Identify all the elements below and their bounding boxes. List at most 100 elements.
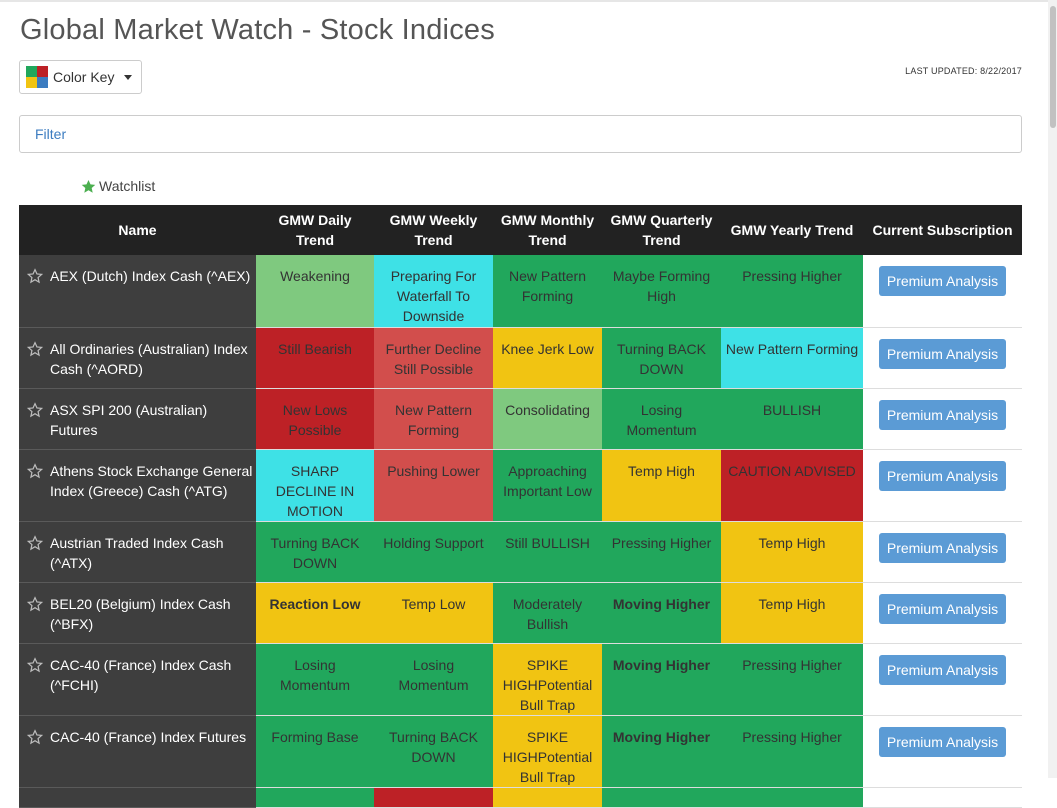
subscription-cell: Premium Analysis xyxy=(863,643,1022,716)
watchlist-toggle[interactable]: Watchlist xyxy=(81,178,155,194)
index-name-cell: ASX SPI 200 (Australian) Futures xyxy=(19,388,256,450)
premium-analysis-button[interactable]: Premium Analysis xyxy=(878,726,1007,757)
index-name-cell: CAC-40 (France) Index Cash (^FCHI) xyxy=(19,643,256,716)
page-title: Global Market Watch - Stock Indices xyxy=(20,14,495,46)
trend-cell: Temp High xyxy=(602,449,721,522)
trend-cell: Temp High xyxy=(721,521,863,583)
trend-cell: Moving Higher xyxy=(602,582,721,644)
color-key-icon xyxy=(26,66,48,88)
premium-analysis-button[interactable]: Premium Analysis xyxy=(878,460,1007,491)
premium-analysis-button[interactable]: Premium Analysis xyxy=(878,654,1007,685)
index-name-cell: BEL20 (Belgium) Index Cash (^BFX) xyxy=(19,582,256,644)
trend-cell: Pressing Higher xyxy=(721,255,863,328)
scrollbar-thumb[interactable] xyxy=(1050,6,1056,128)
trend-cell: Losing Momentum xyxy=(374,643,493,716)
star-outline-icon[interactable] xyxy=(27,728,43,745)
filter-input[interactable] xyxy=(19,115,1022,153)
star-outline-icon[interactable] xyxy=(27,534,43,551)
indices-table: Name GMW Daily Trend GMW Weekly Trend GM… xyxy=(19,205,1022,808)
subscription-cell: Premium Analysis xyxy=(863,388,1022,450)
trend-cell: Consolidating xyxy=(493,388,602,450)
star-filled-icon xyxy=(81,179,96,193)
trend-cell xyxy=(721,787,863,808)
star-outline-icon[interactable] xyxy=(27,595,43,612)
index-name-cell: Athens Stock Exchange General Index (Gre… xyxy=(19,449,256,522)
star-outline-icon[interactable] xyxy=(27,401,43,418)
index-name-wrap: AEX (Dutch) Index Cash (^AEX) xyxy=(27,266,253,286)
trend-cell: Moving Higher xyxy=(602,643,721,716)
table-row xyxy=(19,787,1022,808)
index-name-wrap: CAC-40 (France) Index Cash (^FCHI) xyxy=(27,655,253,695)
index-name-cell: CAC-40 (France) Index Futures xyxy=(19,715,256,788)
table-row: All Ordinaries (Australian) Index Cash (… xyxy=(19,327,1022,389)
trend-cell: Reaction Low xyxy=(256,582,374,644)
premium-analysis-button[interactable]: Premium Analysis xyxy=(878,532,1007,563)
column-header[interactable]: GMW Yearly Trend xyxy=(721,205,863,255)
trend-cell: Turning BACK DOWN xyxy=(602,327,721,389)
trend-cell: SPIKE HIGHPotential Bull Trap xyxy=(493,643,602,716)
last-updated: LAST UPDATED: 8/22/2017 xyxy=(905,66,1022,76)
star-outline-icon[interactable] xyxy=(27,462,43,479)
trend-cell: Turning BACK DOWN xyxy=(374,715,493,788)
index-name: CAC-40 (France) Index Cash (^FCHI) xyxy=(50,656,232,693)
subscription-cell: Premium Analysis xyxy=(863,255,1022,328)
column-header[interactable]: Name xyxy=(19,205,256,255)
premium-analysis-button[interactable]: Premium Analysis xyxy=(878,593,1007,624)
scrollbar[interactable] xyxy=(1048,0,1057,778)
trend-cell: Losing Momentum xyxy=(602,388,721,450)
column-header[interactable]: Current Subscription xyxy=(863,205,1022,255)
subscription-cell: Premium Analysis xyxy=(863,327,1022,389)
index-name-wrap: CAC-40 (France) Index Futures xyxy=(27,727,253,747)
trend-cell: SPIKE HIGHPotential Bull Trap xyxy=(493,715,602,788)
trend-cell: New Pattern Forming xyxy=(374,388,493,450)
table-row: CAC-40 (France) Index Futures Forming Bas… xyxy=(19,715,1022,788)
caret-down-icon xyxy=(124,74,133,80)
star-outline-icon[interactable] xyxy=(27,656,43,673)
trend-cell: New Pattern Forming xyxy=(493,255,602,328)
index-name: Athens Stock Exchange General Index (Gre… xyxy=(50,462,253,499)
trend-cell xyxy=(602,787,721,808)
subscription-cell: Premium Analysis xyxy=(863,715,1022,788)
subscription-cell: Premium Analysis xyxy=(863,582,1022,644)
table-row: AEX (Dutch) Index Cash (^AEX) Weakening Pr… xyxy=(19,255,1022,328)
column-header[interactable]: GMW Weekly Trend xyxy=(374,205,493,255)
table-row: ASX SPI 200 (Australian) Futures New Lows… xyxy=(19,388,1022,450)
premium-analysis-button[interactable]: Premium Analysis xyxy=(878,266,1007,296)
trend-cell: Still BULLISH xyxy=(493,521,602,583)
premium-analysis-button[interactable]: Premium Analysis xyxy=(878,338,1007,369)
trend-cell: Pushing Lower xyxy=(374,449,493,522)
index-name: CAC-40 (France) Index Futures xyxy=(50,728,247,745)
table-row: BEL20 (Belgium) Index Cash (^BFX) Reactio… xyxy=(19,582,1022,644)
subscription-cell xyxy=(863,787,1022,808)
trend-cell: Preparing For Waterfall To Downside xyxy=(374,255,493,328)
subscription-cell: Premium Analysis xyxy=(863,521,1022,583)
trend-cell: Temp High xyxy=(721,582,863,644)
index-name-cell xyxy=(19,787,256,808)
subscription-cell: Premium Analysis xyxy=(863,449,1022,522)
star-outline-icon[interactable] xyxy=(27,340,43,357)
index-name-wrap: All Ordinaries (Australian) Index Cash (… xyxy=(27,339,253,379)
trend-cell: CAUTION ADVISED xyxy=(721,449,863,522)
trend-cell: Weakening xyxy=(256,255,374,328)
watchlist-label: Watchlist xyxy=(99,178,156,194)
trend-cell: Further Decline Still Possible xyxy=(374,327,493,389)
index-name: BEL20 (Belgium) Index Cash (^BFX) xyxy=(50,595,231,632)
trend-cell: Still Bearish xyxy=(256,327,374,389)
index-name-cell: All Ordinaries (Australian) Index Cash (… xyxy=(19,327,256,389)
column-header[interactable]: GMW Daily Trend xyxy=(256,205,374,255)
trend-cell: Maybe Forming High xyxy=(602,255,721,328)
trend-cell: Moving Higher xyxy=(602,715,721,788)
table-header-row: Name GMW Daily Trend GMW Weekly Trend GM… xyxy=(19,205,1022,255)
color-key-label: Color Key xyxy=(53,69,115,85)
index-name-cell: Austrian Traded Index Cash (^ATX) xyxy=(19,521,256,583)
column-header[interactable]: GMW Monthly Trend xyxy=(493,205,602,255)
column-header[interactable]: GMW Quarterly Trend xyxy=(602,205,721,255)
index-name-wrap: Austrian Traded Index Cash (^ATX) xyxy=(27,533,253,573)
color-key-dropdown[interactable]: Color Key xyxy=(19,60,142,94)
trend-cell: Pressing Higher xyxy=(721,715,863,788)
trend-cell: New Lows Possible xyxy=(256,388,374,450)
table-row: Austrian Traded Index Cash (^ATX) Turning… xyxy=(19,521,1022,583)
premium-analysis-button[interactable]: Premium Analysis xyxy=(878,399,1007,430)
star-outline-icon[interactable] xyxy=(27,268,43,284)
trend-cell: Forming Base xyxy=(256,715,374,788)
